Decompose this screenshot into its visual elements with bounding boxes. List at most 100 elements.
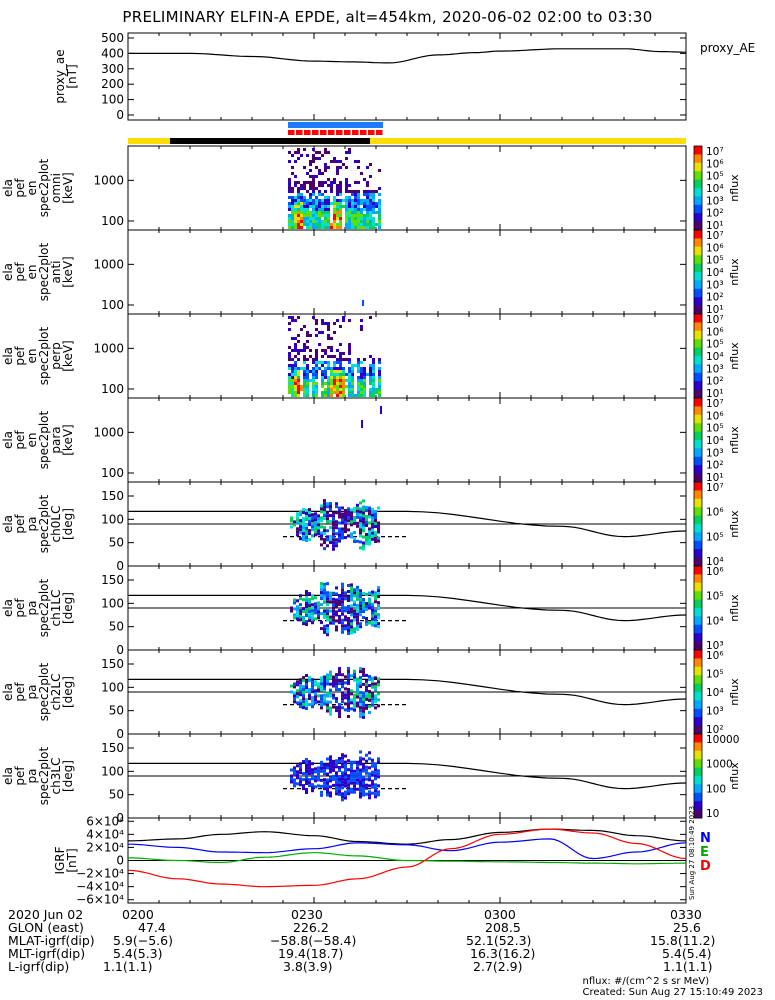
- colorbar-step: [694, 736, 702, 739]
- spectrogram-cell: [306, 385, 309, 388]
- pitch-angle-cell: [302, 520, 305, 524]
- spectrogram-cell: [321, 364, 324, 367]
- spectrogram-cell: [330, 373, 333, 376]
- spectrogram-cell: [327, 376, 330, 379]
- spectrogram-cell: [315, 355, 318, 358]
- pitch-angle-cell: [374, 512, 377, 516]
- pef_pa_spec2plot_ch3LC-tick-label: 100: [101, 764, 124, 778]
- pitch-angle-cell: [332, 675, 335, 679]
- spectrogram-cell: [354, 211, 357, 214]
- spectrogram-cell: [372, 373, 375, 376]
- ylabel-line: [keV]: [61, 424, 75, 455]
- pitch-angle-cell: [362, 517, 365, 521]
- pitch-angle-cell: [332, 621, 335, 625]
- pitch-angle-cell: [311, 618, 314, 622]
- spectrogram-cell: [357, 382, 360, 385]
- pitch-angle-cell: [347, 528, 350, 532]
- spectrogram-cell: [327, 382, 330, 385]
- colorbar-step: [694, 473, 702, 477]
- pitch-angle-cell: [338, 506, 341, 510]
- spectrogram-cell: [300, 208, 303, 211]
- spectrogram-cell: [342, 370, 345, 373]
- spectrogram-cell: [357, 193, 360, 196]
- spectrogram-cell: [324, 214, 327, 217]
- spectrogram-cell: [300, 205, 303, 208]
- pitch-angle-cell: [377, 772, 380, 776]
- spectrogram-cell: [291, 394, 294, 397]
- spectrogram-cell: [336, 349, 339, 352]
- spectrogram-cell: [315, 361, 318, 364]
- spectrogram-cell: [333, 217, 336, 220]
- pitch-angle-cell: [344, 515, 347, 519]
- spectrogram-cell: [357, 376, 360, 379]
- pitch-angle-cell: [329, 712, 332, 716]
- pitch-angle-cell: [299, 615, 302, 619]
- spectrogram-cell: [333, 367, 336, 370]
- spectrogram-cell: [324, 376, 327, 379]
- spectrogram-cell: [291, 223, 294, 226]
- pitch-angle-cell: [320, 504, 323, 508]
- pitch-angle-cell: [296, 605, 299, 609]
- pitch-angle-cell: [320, 603, 323, 607]
- spectrogram-cell: [351, 226, 354, 229]
- ylabel-line: [keV]: [61, 172, 75, 203]
- colorbar-step: [694, 381, 702, 384]
- spectrogram-cell: [294, 223, 297, 226]
- colorbar-step: [694, 597, 702, 601]
- spectrogram-cell: [297, 199, 300, 202]
- pitch-angle-cell: [377, 769, 380, 773]
- pitch-angle-cell: [305, 773, 308, 776]
- pitch-angle-cell: [326, 757, 329, 761]
- spectrogram-cell: [330, 388, 333, 391]
- pitch-angle-cell: [296, 782, 299, 786]
- colorbar-step: [694, 322, 702, 325]
- colorbar-tick-label: 1000: [706, 759, 733, 771]
- pitch-angle-cell: [326, 793, 329, 797]
- spectrogram-cell: [291, 382, 294, 385]
- spectrogram-cell: [315, 388, 318, 391]
- pitch-angle-cell: [290, 768, 293, 772]
- colorbar-step: [694, 767, 702, 771]
- pitch-angle-cell: [299, 687, 302, 691]
- spectrogram-cell: [312, 199, 315, 202]
- pitch-angle-cell: [356, 515, 359, 519]
- spectrogram-cell: [360, 328, 363, 331]
- pitch-angle-cell: [365, 771, 368, 775]
- pitch-angle-cell: [296, 680, 299, 684]
- pitch-angle-cell: [371, 528, 374, 532]
- pitch-angle-cell: [332, 768, 335, 772]
- spectrogram-cell: [327, 178, 330, 181]
- colorbar-tick-label: 10⁵: [706, 423, 724, 435]
- ylabel-line: ela: [1, 599, 15, 617]
- spectrogram-cell: [336, 214, 339, 217]
- spectrogram-cell: [363, 370, 366, 373]
- x-axis-annotation: 2020 Jun 02 0200 0230 0300 0330 GLON (ea…: [8, 908, 715, 973]
- pitch-angle-cell: [296, 776, 299, 780]
- pitch-angle-cell: [374, 795, 377, 799]
- pitch-angle-cell: [335, 511, 338, 515]
- pitch-angle-cell: [341, 591, 344, 595]
- pitch-angle-cell: [365, 673, 368, 677]
- spectrogram-cell: [369, 364, 372, 367]
- pitch-angle-cell: [371, 761, 374, 765]
- pitch-angle-cell: [308, 598, 311, 602]
- pitch-angle-cell: [314, 680, 317, 684]
- pitch-angle-cell: [293, 616, 296, 620]
- pitch-angle-cell: [317, 523, 320, 527]
- spectrogram-cell: [288, 382, 291, 385]
- spectrogram-cell: [339, 361, 342, 364]
- pitch-angle-cell: [317, 529, 320, 533]
- pitch-angle-cell: [377, 527, 380, 531]
- spectrogram-cell: [315, 334, 318, 337]
- pitch-angle-cell: [326, 603, 329, 607]
- pitch-angle-cell: [320, 790, 323, 794]
- pitch-angle-cell: [326, 615, 329, 619]
- colorbar-step: [694, 349, 702, 353]
- pitch-angle-cell: [356, 597, 359, 601]
- pitch-angle-cell: [362, 616, 365, 620]
- proxy-ae-line: [128, 48, 686, 64]
- pitch-angle-cell: [329, 618, 332, 622]
- pitch-angle-cell: [347, 780, 350, 784]
- colorbar-step: [694, 715, 702, 718]
- colorbar-step: [694, 173, 702, 176]
